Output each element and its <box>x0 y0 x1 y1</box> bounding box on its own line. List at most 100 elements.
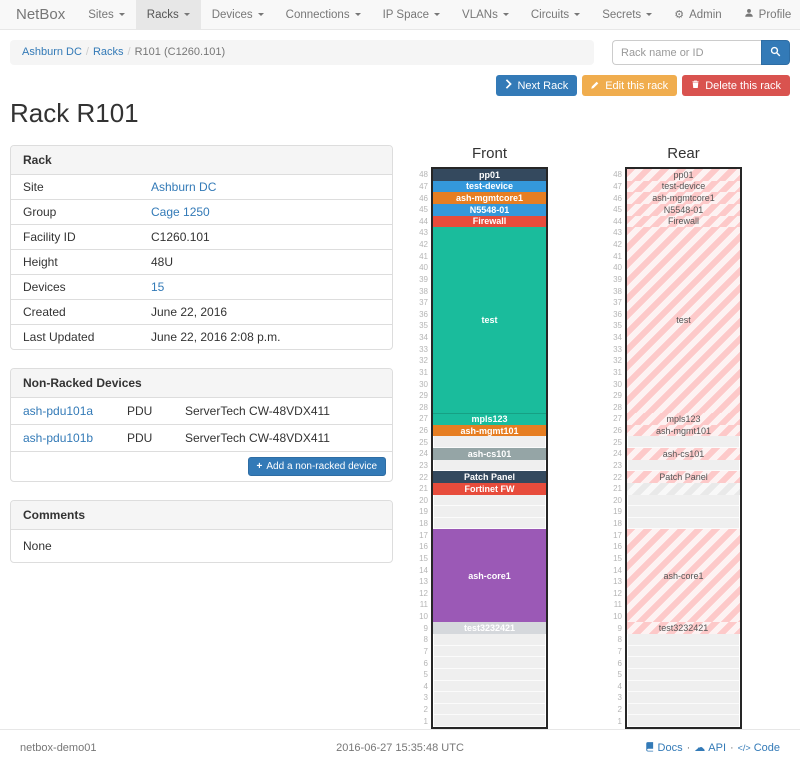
rear-device-patch-panel[interactable]: Patch Panel <box>627 471 740 483</box>
delete-this-rack-button[interactable]: Delete this rack <box>682 75 790 96</box>
nav-item-racks[interactable]: Racks <box>135 0 201 29</box>
gear-icon: ⚙ <box>674 8 685 21</box>
info-value[interactable]: Cage 1250 <box>151 205 210 219</box>
unit-number: 3 <box>423 693 428 703</box>
front-device-test-device[interactable]: test-device <box>433 180 546 193</box>
next-rack-button[interactable]: Next Rack <box>496 75 578 96</box>
empty-unit <box>434 459 545 472</box>
rear-device-ash-mgmt101[interactable]: ash-mgmt101 <box>627 424 740 437</box>
unit-number: 41 <box>419 251 428 261</box>
front-device-ash-cs101[interactable]: ash-cs101 <box>433 448 546 460</box>
empty-unit <box>434 657 545 669</box>
info-label: Created <box>23 305 66 319</box>
nav-item-admin[interactable]: ⚙ Admin <box>663 0 732 29</box>
rear-device-mpls123[interactable]: mpls123 <box>627 413 740 425</box>
rear-device-n5548-01[interactable]: N5548-01 <box>627 203 740 216</box>
nav-right-items: ⚙AdminProfileLog out <box>663 0 800 29</box>
front-device-mpls123[interactable]: mpls123 <box>433 413 546 425</box>
front-device-fortinet-fw[interactable]: Fortinet FW <box>433 482 546 495</box>
rear-device-ash-core1[interactable]: ash-core1 <box>627 529 740 623</box>
breadcrumb-separator: / <box>85 46 89 58</box>
footer-link-code[interactable]: </> Code <box>738 742 780 754</box>
breadcrumb-item-r101-c1260-101-: R101 (C1260.101) <box>134 46 226 58</box>
front-device-ash-mgmt101[interactable]: ash-mgmt101 <box>433 424 546 437</box>
unit-number: 12 <box>613 588 622 598</box>
breadcrumb-item-racks[interactable]: Racks <box>92 46 124 58</box>
rack-info-row-devices: Devices 15 <box>11 275 392 300</box>
edit-this-rack-button[interactable]: Edit this rack <box>582 75 678 96</box>
front-device-test3232421[interactable]: test3232421 <box>433 622 546 634</box>
footer-link-docs[interactable]: Docs <box>645 741 683 755</box>
front-device-pp01[interactable]: pp01 <box>433 169 546 181</box>
rack-actions: Next Rack Edit this rack Delete this rack <box>10 75 790 96</box>
rear-device-ash-mgmtcore1[interactable]: ash-mgmtcore1 <box>627 192 740 204</box>
info-value[interactable]: Ashburn DC <box>151 180 217 194</box>
empty-unit <box>434 506 545 518</box>
front-device-patch-panel[interactable]: Patch Panel <box>433 471 546 483</box>
rear-device-test3232421[interactable]: test3232421 <box>627 622 740 634</box>
unit-number: 38 <box>419 286 428 296</box>
nav-items: Sites Racks Devices Connections IP Space VLAN… <box>77 0 663 29</box>
nav-item-circuits[interactable]: Circuits <box>520 0 591 29</box>
unit-number: 40 <box>419 263 428 273</box>
search-button[interactable] <box>761 40 790 65</box>
front-device-test[interactable]: test <box>433 227 546 414</box>
nav-item-ip-space[interactable]: IP Space <box>372 0 451 29</box>
unit-number: 18 <box>613 519 622 529</box>
content: Ashburn DC/Racks/R101 (C1260.101) Next R… <box>0 30 800 729</box>
unit-number: 8 <box>617 635 622 645</box>
nav-item-profile[interactable]: Profile <box>733 0 800 29</box>
empty-unit <box>434 680 545 693</box>
breadcrumb-item-ashburn-dc[interactable]: Ashburn DC <box>22 46 82 58</box>
unit-number: 45 <box>613 205 622 215</box>
unit-number: 44 <box>613 216 622 226</box>
rear-elevation-title: Rear <box>667 145 700 162</box>
unit-number: 36 <box>613 309 622 319</box>
add-nonracked-device-button[interactable]: + Add a non-racked device <box>247 457 386 476</box>
info-value: June 22, 2016 <box>151 305 228 319</box>
nav-item-connections[interactable]: Connections <box>275 0 372 29</box>
footer-link-api[interactable]: ☁ API <box>694 742 726 754</box>
nav-item-label: IP Space <box>382 8 430 21</box>
unit-number: 34 <box>419 333 428 343</box>
device-name-link[interactable]: ash-pdu101a <box>23 404 94 418</box>
front-device-n5548-01[interactable]: N5548-01 <box>433 203 546 216</box>
rear-device-test[interactable]: test <box>627 227 740 414</box>
rack-info-row-site: Site Ashburn DC <box>11 175 392 200</box>
nav-item-vlans[interactable]: VLANs <box>451 0 520 29</box>
empty-unit <box>628 459 739 472</box>
rack-search-form <box>612 40 790 65</box>
nav-item-secrets[interactable]: Secrets <box>591 0 663 29</box>
front-device-firewall[interactable]: Firewall <box>433 215 546 228</box>
page-title: Rack R101 <box>10 98 139 128</box>
nonracked-rows: ash-pdu101a PDU ServerTech CW-48VDX411 ash-… <box>11 398 392 452</box>
info-value[interactable]: 15 <box>151 280 165 294</box>
rear-unit-numbers: 48 47 46 45 44 43 42 41 40 39 38 37 36 35 34 33 32 31 30 29… <box>608 167 622 729</box>
info-label: Devices <box>23 280 66 294</box>
rear-device-fortinet-fw <box>627 482 740 495</box>
caret-down-icon <box>118 13 125 19</box>
empty-unit <box>628 668 739 681</box>
unit-number: 1 <box>617 716 622 726</box>
front-device-ash-mgmtcore1[interactable]: ash-mgmtcore1 <box>433 192 546 204</box>
unit-number: 24 <box>419 449 428 459</box>
plus-icon: + <box>256 461 263 472</box>
unit-number: 33 <box>419 344 428 354</box>
empty-unit <box>434 645 545 658</box>
nav-item-devices[interactable]: Devices <box>201 0 275 29</box>
device-name-link[interactable]: ash-pdu101b <box>23 431 94 445</box>
search-input[interactable] <box>612 40 761 65</box>
unit-number: 22 <box>419 472 428 482</box>
info-label: Facility ID <box>23 230 76 244</box>
footer-links: Docs · ☁ API · </> Code <box>527 741 780 755</box>
rear-device-firewall[interactable]: Firewall <box>627 215 740 228</box>
rear-device-pp01[interactable]: pp01 <box>627 169 740 181</box>
nav-item-sites[interactable]: Sites <box>77 0 136 29</box>
rear-device-ash-cs101[interactable]: ash-cs101 <box>627 448 740 460</box>
nonracked-panel: Non-Racked Devices ash-pdu101a PDU ServerT… <box>10 368 393 482</box>
rear-device-test-device[interactable]: test-device <box>627 180 740 193</box>
unit-number: 22 <box>613 472 622 482</box>
front-device-ash-core1[interactable]: ash-core1 <box>433 529 546 623</box>
app-brand[interactable]: NetBox <box>16 6 66 23</box>
